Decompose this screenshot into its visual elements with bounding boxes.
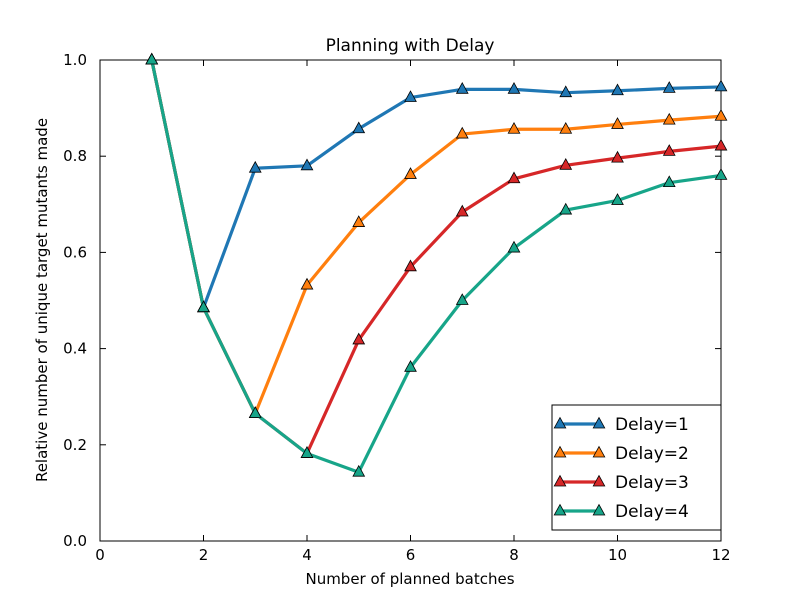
chart-title: Planning with Delay [326, 36, 495, 56]
data-point [714, 168, 728, 180]
data-point [248, 160, 262, 173]
data-point [611, 150, 624, 163]
legend-box [551, 404, 722, 531]
series-line [150, 58, 723, 310]
data-point [455, 126, 469, 139]
x-tick-label: 10 [608, 546, 627, 564]
data-point [611, 117, 624, 129]
data-point [352, 215, 366, 227]
data-point [404, 360, 417, 372]
legend-marker [592, 416, 606, 429]
legend-label: Delay=2 [615, 444, 689, 464]
data-point [404, 90, 417, 102]
data-point [300, 446, 314, 458]
x-tick-label: 6 [406, 546, 416, 564]
y-tick-label: 0.6 [63, 243, 87, 261]
legend-marker [592, 503, 606, 516]
x-tick-label: 8 [509, 546, 519, 564]
data-point [352, 121, 366, 134]
series-line [150, 58, 723, 416]
legend-marker [553, 416, 567, 429]
legend-marker [553, 445, 567, 458]
series-line [150, 58, 723, 456]
data-point [197, 300, 210, 313]
legend-label: Delay=4 [615, 502, 689, 522]
plot-area: 0 2 4 6 8 10 120.00.20.40.60.81.0Delay=1Delay=… [63, 51, 730, 564]
x-tick-label: 0 [95, 546, 105, 564]
data-point [300, 277, 314, 290]
data-point [300, 158, 314, 171]
x-tick-label: 4 [302, 546, 312, 564]
data-point [248, 406, 262, 418]
data-point [714, 108, 728, 121]
y-tick-label: 0.4 [63, 340, 87, 358]
y-tick-label: 0.8 [63, 147, 87, 165]
x-tick-label: 12 [711, 546, 730, 564]
series-line [150, 58, 723, 474]
legend-marker [553, 474, 567, 487]
data-point [455, 293, 469, 305]
series-1 [145, 52, 728, 313]
data-point [662, 144, 676, 156]
data-point [662, 81, 676, 93]
data-point [507, 121, 521, 134]
legend-marker [592, 445, 606, 458]
y-tick-label: 0.0 [63, 532, 87, 550]
legend: Delay=1 Delay=2 Delay=3 Delay=4 [551, 404, 722, 531]
data-point [507, 240, 521, 253]
y-axis-label: Relative number of unique target mutants… [33, 118, 51, 482]
data-point [559, 121, 573, 134]
data-point [145, 52, 159, 65]
legend-marker [553, 503, 567, 516]
series-4 [145, 52, 728, 477]
legend-marker [592, 474, 606, 487]
legend-label: Delay=1 [615, 415, 689, 435]
data-point [559, 202, 573, 215]
data-point [559, 85, 573, 98]
data-point [611, 83, 624, 96]
data-point [714, 138, 728, 151]
x-tick-label: 2 [199, 546, 209, 564]
data-point [714, 79, 728, 92]
data-point [352, 332, 366, 345]
y-tick-label: 1.0 [63, 51, 87, 69]
y-tick-label: 0.2 [63, 436, 87, 454]
data-point [404, 259, 417, 272]
data-point [662, 175, 676, 188]
data-point [662, 112, 676, 125]
legend-label: Delay=3 [615, 473, 689, 493]
series-3 [145, 52, 728, 458]
series-2 [145, 52, 728, 418]
data-point [455, 204, 469, 217]
data-point [352, 464, 366, 477]
data-point [507, 82, 521, 94]
data-point [507, 171, 521, 184]
data-point [611, 193, 624, 205]
data-point [559, 158, 573, 170]
data-point [404, 167, 417, 179]
x-axis-label: Number of planned batches [305, 570, 514, 588]
data-point [455, 82, 469, 94]
